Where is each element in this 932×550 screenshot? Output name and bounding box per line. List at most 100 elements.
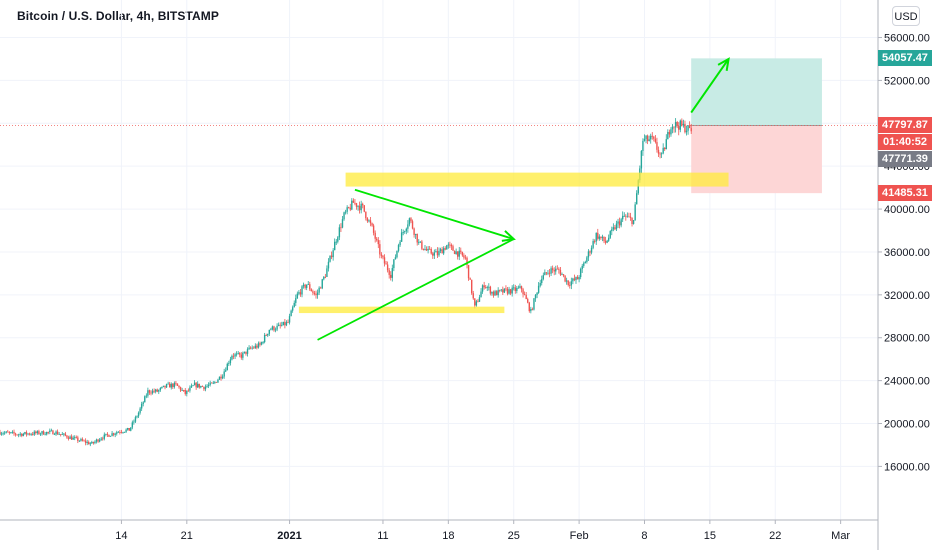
candle-body	[576, 277, 579, 280]
candle-body	[39, 433, 42, 435]
candle-body	[612, 227, 615, 230]
candle-body	[186, 390, 188, 394]
candle-body	[251, 347, 253, 349]
candle-body	[447, 244, 450, 246]
candle-body	[271, 326, 274, 330]
candle-body	[657, 149, 660, 154]
candle-body	[492, 291, 495, 296]
candle-body	[432, 253, 434, 256]
candle-body	[559, 269, 562, 275]
candle-body	[438, 250, 440, 256]
candle-body	[329, 255, 331, 262]
candle-body	[450, 244, 453, 247]
candle-body	[46, 431, 48, 435]
candle-body	[207, 384, 210, 386]
candle-body	[488, 286, 490, 288]
y-tick-label: 40000.00	[884, 204, 930, 216]
candle-body	[394, 257, 397, 260]
candle-body	[442, 248, 445, 254]
candle-body	[133, 421, 135, 423]
candle-body	[103, 434, 106, 439]
candle-body	[198, 383, 200, 388]
candle-body	[369, 220, 372, 224]
candle-body	[632, 220, 635, 225]
candle-body	[503, 288, 506, 293]
candle-body	[553, 269, 555, 272]
candle-body	[270, 329, 272, 331]
candle-body	[374, 232, 376, 239]
candle-body	[422, 248, 425, 250]
candle-body	[341, 219, 344, 228]
candle-body	[527, 299, 529, 303]
candle-body	[337, 237, 339, 242]
candle-body	[296, 293, 299, 299]
candle-body	[267, 333, 269, 336]
candle-body	[383, 257, 386, 264]
candle-body	[175, 382, 177, 384]
candle-body	[371, 223, 373, 226]
candle-body	[134, 417, 137, 422]
candle-body	[88, 441, 90, 445]
candle-body	[239, 353, 241, 355]
candle-body	[226, 363, 228, 371]
candle-body	[368, 220, 370, 222]
candle-body	[354, 202, 356, 204]
candle-body	[148, 390, 151, 393]
candle-body	[137, 412, 140, 417]
candle-body	[607, 237, 610, 241]
candle-body	[95, 439, 98, 442]
candle-body	[327, 261, 330, 269]
candle-body	[391, 268, 393, 278]
candle-body	[550, 268, 552, 274]
candle-body	[428, 248, 431, 250]
candle-body	[671, 126, 674, 130]
candle-body	[147, 390, 149, 396]
candle-body	[123, 431, 126, 433]
candle-body	[668, 131, 671, 135]
candlestick-series	[0, 118, 692, 447]
candle-body	[290, 310, 292, 317]
candle-body	[664, 147, 666, 150]
candle-body	[637, 180, 639, 194]
candle-body	[254, 345, 257, 349]
candle-body	[164, 385, 166, 388]
candle-body	[77, 437, 79, 441]
candle-body	[656, 142, 658, 150]
candle-body	[674, 122, 677, 128]
candle-body	[645, 135, 647, 139]
support-zone	[298, 306, 505, 314]
candle-body	[0, 433, 3, 435]
candle-body	[531, 308, 534, 310]
candle-body	[349, 207, 351, 210]
candle-body	[64, 433, 67, 436]
candle-body	[449, 244, 451, 246]
candle-body	[481, 285, 484, 292]
candle-body	[293, 302, 295, 308]
candle-body	[309, 284, 311, 290]
candle-body	[604, 241, 607, 243]
candle-body	[654, 138, 657, 143]
candle-body	[161, 386, 163, 389]
candle-body	[130, 427, 132, 431]
x-tick-label: 18	[442, 530, 454, 542]
candle-body	[466, 257, 468, 265]
price-tag: 47771.39	[878, 151, 932, 167]
candle-body	[634, 204, 636, 221]
candle-body	[119, 431, 121, 433]
candle-body	[178, 385, 180, 388]
candle-body	[97, 439, 99, 442]
candle-body	[197, 383, 199, 388]
candle-body	[430, 249, 432, 254]
candle-body	[558, 268, 560, 270]
currency-button[interactable]: USD	[892, 6, 920, 26]
candle-body	[522, 289, 524, 295]
candle-body	[676, 122, 678, 127]
candle-body	[380, 254, 383, 256]
candle-body	[556, 268, 559, 270]
candle-body	[583, 263, 585, 266]
candle-body	[502, 289, 504, 293]
candle-body	[475, 301, 478, 306]
candle-body	[603, 236, 605, 242]
candle-body	[279, 324, 281, 326]
